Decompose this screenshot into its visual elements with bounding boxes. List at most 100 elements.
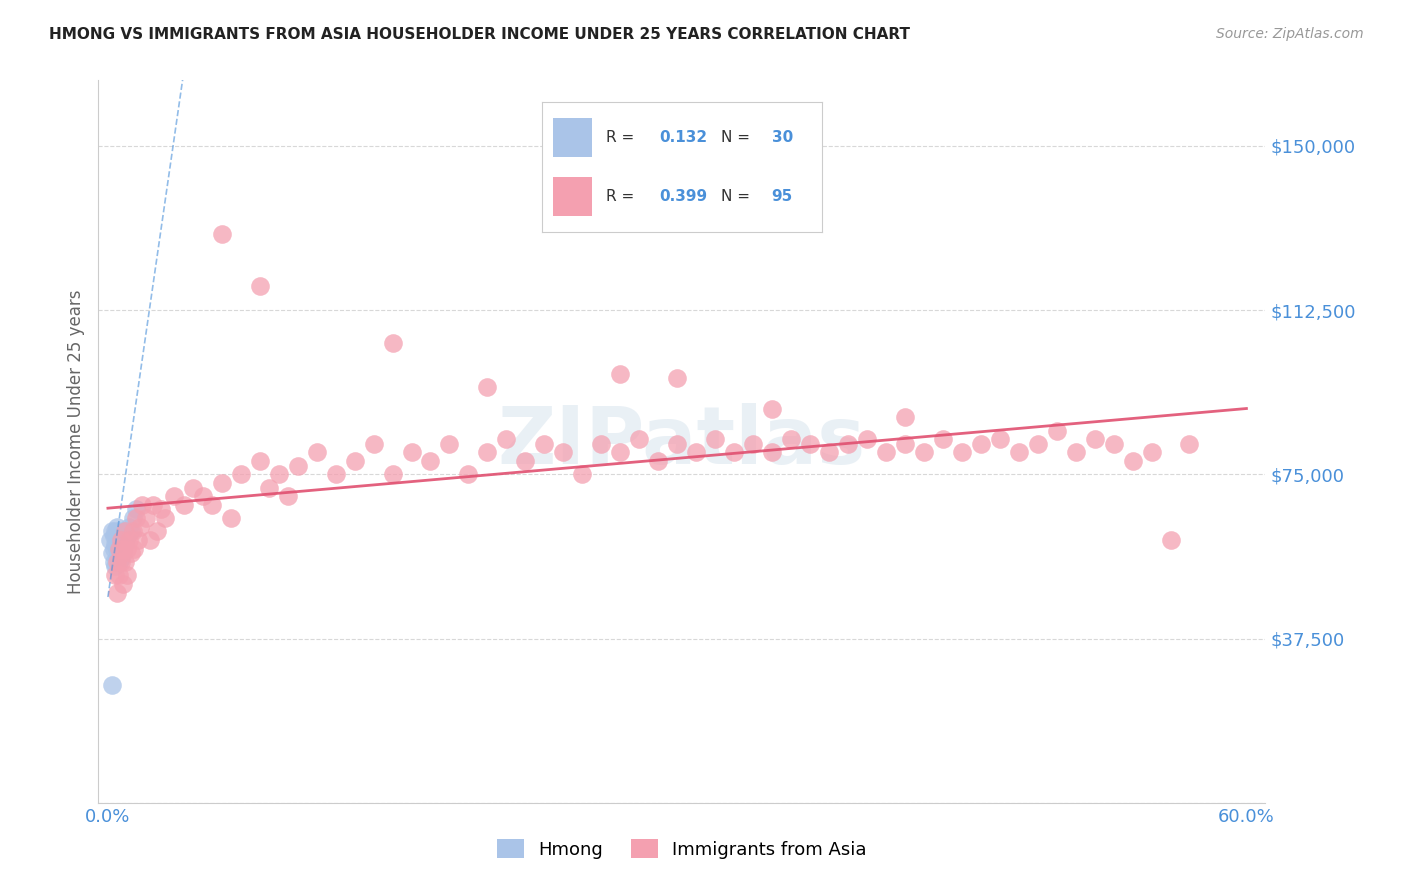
Point [108, 555, 131, 569]
Point [115, 529, 138, 543]
Point [856, 433, 879, 447]
Point [104, 559, 127, 574]
Point [666, 436, 689, 450]
Point [533, 436, 555, 450]
Point [114, 524, 136, 539]
Point [249, 279, 271, 293]
Point [127, 533, 149, 547]
Point [1026, 436, 1049, 450]
Point [173, 498, 195, 512]
Point [100, 546, 122, 560]
Point [818, 445, 841, 459]
Point [723, 445, 745, 459]
Point [104, 568, 127, 582]
Point [591, 436, 613, 450]
Point [419, 454, 441, 468]
Point [108, 541, 131, 556]
Point [98, 533, 121, 547]
Point [1008, 445, 1031, 459]
Point [381, 467, 404, 482]
Point [609, 367, 631, 381]
Point [163, 489, 186, 503]
Point [837, 436, 859, 450]
Text: ZIPatlas: ZIPatlas [498, 402, 866, 481]
Point [104, 524, 127, 539]
Point [104, 537, 127, 551]
Point [138, 533, 160, 547]
Point [110, 533, 132, 547]
Point [105, 585, 128, 599]
Point [146, 524, 169, 539]
Point [1160, 533, 1182, 547]
Point [108, 533, 131, 547]
Point [108, 524, 131, 539]
Point [277, 489, 299, 503]
Point [363, 436, 385, 450]
Point [142, 498, 165, 512]
Point [103, 529, 125, 543]
Point [112, 546, 135, 560]
Point [685, 445, 707, 459]
Point [114, 555, 136, 569]
Y-axis label: Householder Income Under 25 years: Householder Income Under 25 years [66, 289, 84, 594]
Point [110, 533, 132, 547]
Point [153, 511, 176, 525]
Point [761, 445, 783, 459]
Point [249, 454, 271, 468]
Point [211, 476, 233, 491]
Point [799, 436, 821, 450]
Point [1122, 454, 1144, 468]
Point [181, 481, 204, 495]
Point [114, 537, 136, 551]
Point [666, 371, 689, 385]
Point [105, 520, 128, 534]
Point [325, 467, 347, 482]
Point [100, 524, 122, 539]
Point [115, 541, 138, 556]
Legend: Hmong, Immigrants from Asia: Hmong, Immigrants from Asia [498, 839, 866, 859]
Point [950, 445, 973, 459]
Point [129, 520, 152, 534]
Point [1102, 436, 1125, 450]
Point [105, 541, 128, 556]
Point [381, 336, 404, 351]
Point [553, 445, 575, 459]
Point [191, 489, 214, 503]
Point [894, 436, 917, 450]
Point [105, 550, 128, 565]
Point [120, 524, 142, 539]
Point [477, 380, 499, 394]
Point [894, 410, 917, 425]
Point [780, 433, 803, 447]
Point [110, 555, 132, 569]
Point [628, 433, 651, 447]
Point [439, 436, 461, 450]
Point [229, 467, 252, 482]
Point [515, 454, 537, 468]
Point [457, 467, 479, 482]
Point [201, 498, 224, 512]
Point [219, 511, 242, 525]
Point [343, 454, 366, 468]
Point [100, 677, 122, 691]
Point [110, 541, 132, 556]
Point [112, 541, 135, 556]
Point [267, 467, 290, 482]
Point [912, 445, 935, 459]
Point [970, 436, 993, 450]
Point [110, 550, 132, 565]
Point [135, 511, 157, 525]
Point [121, 511, 143, 525]
Point [571, 467, 593, 482]
Point [477, 445, 499, 459]
Point [875, 445, 897, 459]
Point [105, 533, 128, 547]
Point [103, 555, 125, 569]
Point [118, 520, 141, 534]
Point [932, 433, 955, 447]
Point [761, 401, 783, 416]
Point [305, 445, 328, 459]
Point [211, 227, 233, 241]
Point [150, 502, 173, 516]
Point [120, 546, 142, 560]
